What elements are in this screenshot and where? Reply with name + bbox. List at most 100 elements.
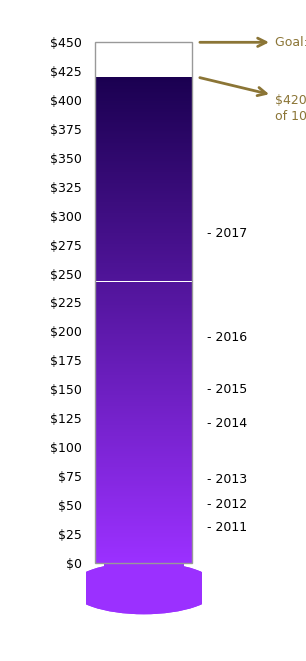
- Bar: [95, 558, 192, 559]
- Bar: [95, 380, 192, 381]
- Bar: [95, 140, 192, 141]
- Bar: [95, 128, 192, 130]
- Bar: [95, 523, 192, 524]
- Bar: [95, 447, 192, 448]
- Bar: [95, 234, 192, 235]
- Bar: [95, 418, 192, 419]
- Bar: [95, 161, 192, 162]
- Bar: [95, 438, 192, 440]
- Bar: [95, 465, 192, 467]
- Bar: [95, 206, 192, 208]
- Bar: [95, 122, 192, 123]
- Bar: [95, 278, 192, 279]
- Bar: [95, 229, 192, 231]
- Bar: [95, 420, 192, 422]
- Bar: [95, 269, 192, 270]
- Bar: [95, 309, 192, 311]
- Bar: [95, 243, 192, 244]
- Bar: [95, 290, 192, 292]
- Bar: [95, 360, 192, 361]
- Bar: [95, 210, 192, 211]
- Bar: [95, 289, 192, 290]
- Ellipse shape: [71, 563, 217, 613]
- Bar: [95, 529, 192, 530]
- Bar: [95, 165, 192, 166]
- Bar: [95, 392, 192, 393]
- Bar: [95, 192, 192, 194]
- Bar: [95, 525, 192, 526]
- Bar: [95, 217, 192, 218]
- Bar: [95, 502, 192, 503]
- Text: $420M Raised as
of 10/25/18: $420M Raised as of 10/25/18: [200, 77, 306, 122]
- Bar: [95, 454, 192, 455]
- Bar: [95, 228, 192, 229]
- Bar: [95, 468, 192, 469]
- Bar: [95, 270, 192, 272]
- Bar: [95, 542, 192, 543]
- Bar: [95, 332, 192, 334]
- Bar: [95, 155, 192, 156]
- Bar: [95, 233, 192, 234]
- Bar: [95, 419, 192, 420]
- Bar: [95, 99, 192, 100]
- Bar: [95, 491, 192, 492]
- Bar: [95, 400, 192, 401]
- Bar: [95, 108, 192, 110]
- Bar: [95, 188, 192, 189]
- Bar: [95, 452, 192, 453]
- Bar: [95, 422, 192, 424]
- Bar: [95, 374, 192, 375]
- Bar: [95, 494, 192, 496]
- Bar: [95, 112, 192, 114]
- Bar: [95, 383, 192, 384]
- Bar: [95, 241, 192, 243]
- Bar: [95, 166, 192, 167]
- Bar: [95, 393, 192, 395]
- Bar: [95, 190, 192, 192]
- Bar: [95, 240, 192, 241]
- Bar: [95, 498, 192, 500]
- Bar: [95, 176, 192, 178]
- Bar: [95, 346, 192, 347]
- Bar: [95, 373, 192, 374]
- Bar: [95, 123, 192, 124]
- Bar: [95, 81, 192, 82]
- Bar: [95, 245, 192, 246]
- Bar: [95, 285, 192, 286]
- Bar: [95, 221, 192, 222]
- Bar: [95, 199, 192, 200]
- Bar: [95, 431, 192, 432]
- Bar: [95, 313, 192, 315]
- Bar: [95, 535, 192, 536]
- Bar: [95, 239, 192, 240]
- Bar: [95, 201, 192, 202]
- Bar: [95, 530, 192, 531]
- Bar: [95, 331, 192, 332]
- Bar: [95, 293, 192, 295]
- Bar: [95, 407, 192, 408]
- Bar: [95, 532, 192, 533]
- Bar: [95, 121, 192, 122]
- Bar: [95, 473, 192, 474]
- Bar: [95, 246, 192, 247]
- Bar: [95, 167, 192, 169]
- Bar: [95, 457, 192, 458]
- Bar: [95, 507, 192, 508]
- Bar: [95, 180, 192, 182]
- Bar: [95, 470, 192, 471]
- Bar: [95, 295, 192, 296]
- Bar: [95, 479, 192, 480]
- Bar: [95, 362, 192, 363]
- Bar: [95, 414, 192, 415]
- Bar: [95, 77, 192, 78]
- Bar: [95, 500, 192, 502]
- Bar: [95, 100, 192, 101]
- Bar: [95, 464, 192, 465]
- Bar: [95, 76, 192, 77]
- Bar: [95, 151, 192, 153]
- Bar: [95, 442, 192, 444]
- Bar: [95, 131, 192, 132]
- Bar: [95, 541, 192, 542]
- Bar: [95, 474, 192, 475]
- Bar: [95, 352, 192, 354]
